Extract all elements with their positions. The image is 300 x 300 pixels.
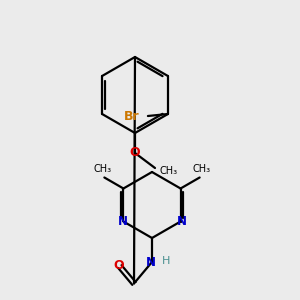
Text: Br: Br	[124, 110, 140, 122]
Text: N: N	[117, 215, 128, 228]
Text: O: O	[113, 259, 124, 272]
Text: CH₃: CH₃	[159, 166, 177, 176]
Text: O: O	[130, 146, 140, 160]
Text: N: N	[177, 215, 187, 228]
Text: CH₃: CH₃	[93, 164, 111, 175]
Text: CH₃: CH₃	[193, 164, 211, 175]
Text: N: N	[146, 256, 156, 268]
Text: H: H	[162, 256, 170, 266]
